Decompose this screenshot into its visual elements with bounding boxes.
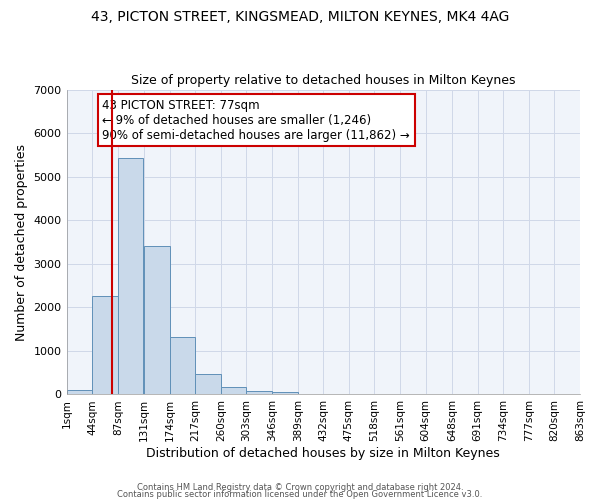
X-axis label: Distribution of detached houses by size in Milton Keynes: Distribution of detached houses by size …	[146, 447, 500, 460]
Bar	[118, 158, 143, 394]
Text: Contains HM Land Registry data © Crown copyright and database right 2024.: Contains HM Land Registry data © Crown c…	[137, 484, 463, 492]
Y-axis label: Number of detached properties: Number of detached properties	[15, 144, 28, 340]
Bar	[221, 387, 247, 394]
Bar	[195, 374, 221, 394]
Bar	[144, 246, 170, 394]
Title: Size of property relative to detached houses in Milton Keynes: Size of property relative to detached ho…	[131, 74, 515, 87]
Text: Contains public sector information licensed under the Open Government Licence v3: Contains public sector information licen…	[118, 490, 482, 499]
Bar	[92, 296, 118, 394]
Bar	[67, 390, 92, 394]
Text: 43, PICTON STREET, KINGSMEAD, MILTON KEYNES, MK4 4AG: 43, PICTON STREET, KINGSMEAD, MILTON KEY…	[91, 10, 509, 24]
Bar	[247, 390, 272, 394]
Bar	[272, 392, 298, 394]
Text: 43 PICTON STREET: 77sqm
← 9% of detached houses are smaller (1,246)
90% of semi-: 43 PICTON STREET: 77sqm ← 9% of detached…	[103, 98, 410, 142]
Bar	[170, 336, 195, 394]
